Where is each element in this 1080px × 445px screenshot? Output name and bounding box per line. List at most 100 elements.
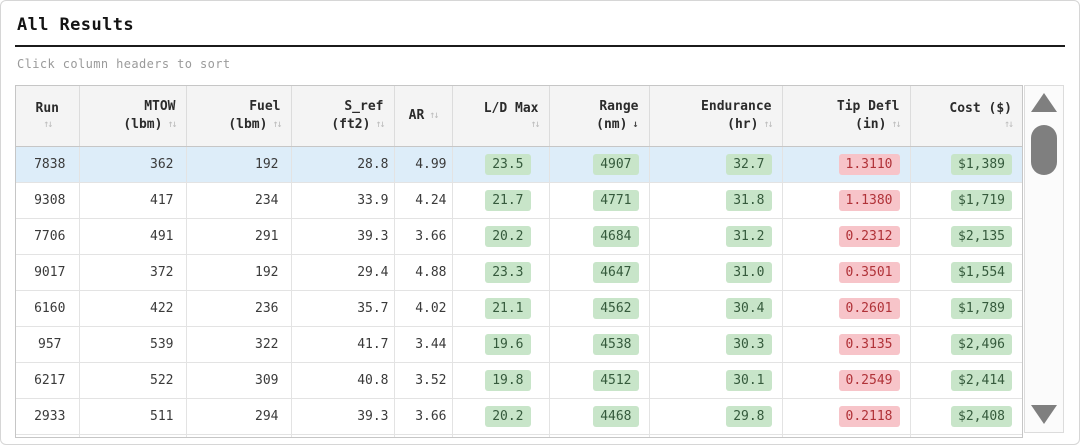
tip_defl-badge: 0.2312 <box>838 225 900 247</box>
cost-badge: $1,789 <box>951 297 1012 319</box>
col-label: Tip Defl <box>836 99 900 115</box>
col-label: L/D Max <box>483 101 539 117</box>
col-header-run[interactable]: Run ↑↓ <box>16 86 80 147</box>
tip_defl-badge: 1.3110 <box>838 153 900 175</box>
table-row[interactable]: 7838 362 192 28.8 4.99 23.5 4907 32.7 1.3110 $1,3… <box>16 146 1022 183</box>
cell-ld_max: 21.1 <box>452 290 550 327</box>
cell-cost: $2,408 <box>910 398 1022 435</box>
cell-cost: $1,554 <box>910 254 1022 291</box>
col-header-tip_defl[interactable]: Tip Defl (in) ↑↓ <box>782 86 911 147</box>
cell-mtow: 372 <box>79 254 187 291</box>
sort-toggle-icon: ↑↓ <box>891 119 901 131</box>
col-label: Run <box>35 101 59 117</box>
col-header-cost[interactable]: Cost ($) ↑↓ <box>910 86 1022 147</box>
col-unit: (ft2) <box>331 117 371 133</box>
cell-s_ref: 39.3 <box>291 218 395 255</box>
col-header-s_ref[interactable]: S_ref (ft2) ↑↓ <box>291 86 395 147</box>
cell-endurance <box>649 434 783 437</box>
cell-endurance: 30.1 <box>649 362 783 399</box>
cell-ar: 3.52 <box>394 362 453 399</box>
cell-s_ref: 33.9 <box>291 182 395 219</box>
table-row[interactable]: 7706 491 291 39.3 3.66 20.2 4684 31.2 0.2312 $2,1… <box>16 218 1022 255</box>
tip_defl-badge: 0.3501 <box>838 261 900 283</box>
tip_defl-badge: 0.2601 <box>838 297 900 319</box>
cell-ld_max: 23.3 <box>452 254 550 291</box>
table-row[interactable]: 957 539 322 41.7 3.44 19.6 4538 30.3 0.3135 $2,49… <box>16 326 1022 363</box>
range-badge: 4907 <box>593 153 639 175</box>
cost-badge: $1,719 <box>951 189 1012 211</box>
sort-desc-icon: ↓ <box>632 119 639 131</box>
cell-range <box>549 434 650 437</box>
cell-tip_defl <box>782 434 911 437</box>
col-header-mtow[interactable]: MTOW (lbm) ↑↓ <box>79 86 187 147</box>
tip_defl-badge: 0.3135 <box>838 333 900 355</box>
cell-mtow: 417 <box>79 182 187 219</box>
sort-toggle-icon: ↑↓ <box>167 119 177 131</box>
endurance-badge: 31.8 <box>726 189 772 211</box>
col-header-ar[interactable]: AR ↑↓ <box>394 86 453 147</box>
scroll-down-icon[interactable] <box>1031 405 1057 424</box>
cell-tip_defl: 0.3135 <box>782 326 911 363</box>
col-label: S_ref <box>344 99 384 115</box>
cell-fuel: 234 <box>186 182 292 219</box>
col-header-fuel[interactable]: Fuel (lbm) ↑↓ <box>186 86 292 147</box>
cell-s_ref <box>291 434 395 437</box>
cell-fuel: 322 <box>186 326 292 363</box>
cell-cost: $2,414 <box>910 362 1022 399</box>
cell-mtow: 422 <box>79 290 187 327</box>
endurance-badge: 31.2 <box>726 225 772 247</box>
cell-fuel: 294 <box>186 398 292 435</box>
cell-s_ref: 39.3 <box>291 398 395 435</box>
col-unit: (nm) <box>596 117 628 133</box>
endurance-badge: 31.0 <box>726 261 772 283</box>
table-row[interactable]: 6160 422 236 35.7 4.02 21.1 4562 30.4 0.2601 $1,7… <box>16 290 1022 327</box>
scroll-up-icon[interactable] <box>1031 93 1057 112</box>
cell-mtow: 522 <box>79 362 187 399</box>
cell-fuel: 309 <box>186 362 292 399</box>
sort-toggle-icon: ↑↓ <box>1003 119 1014 131</box>
cell-tip_defl: 0.2118 <box>782 398 911 435</box>
cell-ld_max: 19.8 <box>452 362 550 399</box>
cell-run: 957 <box>16 326 80 363</box>
col-header-endurance[interactable]: Endurance (hr) ↑↓ <box>649 86 783 147</box>
cell-cost: $1,789 <box>910 290 1022 327</box>
cell-endurance: 30.3 <box>649 326 783 363</box>
table-row-partial <box>16 434 1022 437</box>
sort-toggle-icon: ↑↓ <box>429 110 439 122</box>
table-row[interactable]: 6217 522 309 40.8 3.52 19.8 4512 30.1 0.2549 $2,4… <box>16 362 1022 399</box>
cell-tip_defl: 0.3501 <box>782 254 911 291</box>
header-row: Run ↑↓ MTOW (lbm) ↑↓ Fuel (lbm) ↑↓ S_ref (ft2) ↑↓ A… <box>16 86 1022 147</box>
scrollbar-thumb[interactable] <box>1031 125 1057 175</box>
cell-range: 4647 <box>549 254 650 291</box>
cell-ar: 4.99 <box>394 146 453 183</box>
vertical-scrollbar[interactable] <box>1024 85 1064 433</box>
cell-range: 4538 <box>549 326 650 363</box>
cell-range: 4771 <box>549 182 650 219</box>
col-header-ld_max[interactable]: L/D Max ↑↓ <box>452 86 550 147</box>
cell-run: 6217 <box>16 362 80 399</box>
table-viewport: Run ↑↓ MTOW (lbm) ↑↓ Fuel (lbm) ↑↓ S_ref (ft2) ↑↓ A… <box>15 85 1023 438</box>
cell-ar: 4.24 <box>394 182 453 219</box>
cell-ar: 4.02 <box>394 290 453 327</box>
sort-toggle-icon: ↑↓ <box>43 119 53 131</box>
table-row[interactable]: 9017 372 192 29.4 4.88 23.3 4647 31.0 0.3501 $1,5… <box>16 254 1022 291</box>
table-row[interactable]: 2933 511 294 39.3 3.66 20.2 4468 29.8 0.2118 $2,4… <box>16 398 1022 435</box>
ld_max-badge: 19.6 <box>485 333 531 355</box>
cell-cost: $1,719 <box>910 182 1022 219</box>
cell-s_ref: 28.8 <box>291 146 395 183</box>
cell-ld_max <box>452 434 550 437</box>
cost-badge: $2,414 <box>951 369 1012 391</box>
cell-fuel: 192 <box>186 254 292 291</box>
col-label: MTOW <box>144 99 176 115</box>
sort-hint-text: Click column headers to sort <box>17 57 231 71</box>
ld_max-badge: 21.7 <box>485 189 531 211</box>
title-divider <box>15 45 1065 47</box>
range-badge: 4647 <box>593 261 639 283</box>
sort-toggle-icon: ↑↓ <box>375 119 385 131</box>
table-body: 7838 362 192 28.8 4.99 23.5 4907 32.7 1.3110 $1,3… <box>16 146 1022 437</box>
cell-tip_defl: 0.2601 <box>782 290 911 327</box>
col-header-range[interactable]: Range (nm) ↓ <box>549 86 650 147</box>
cell-endurance: 31.0 <box>649 254 783 291</box>
col-unit: (lbm) <box>228 117 268 133</box>
table-row[interactable]: 9308 417 234 33.9 4.24 21.7 4771 31.8 1.1380 $1,7… <box>16 182 1022 219</box>
